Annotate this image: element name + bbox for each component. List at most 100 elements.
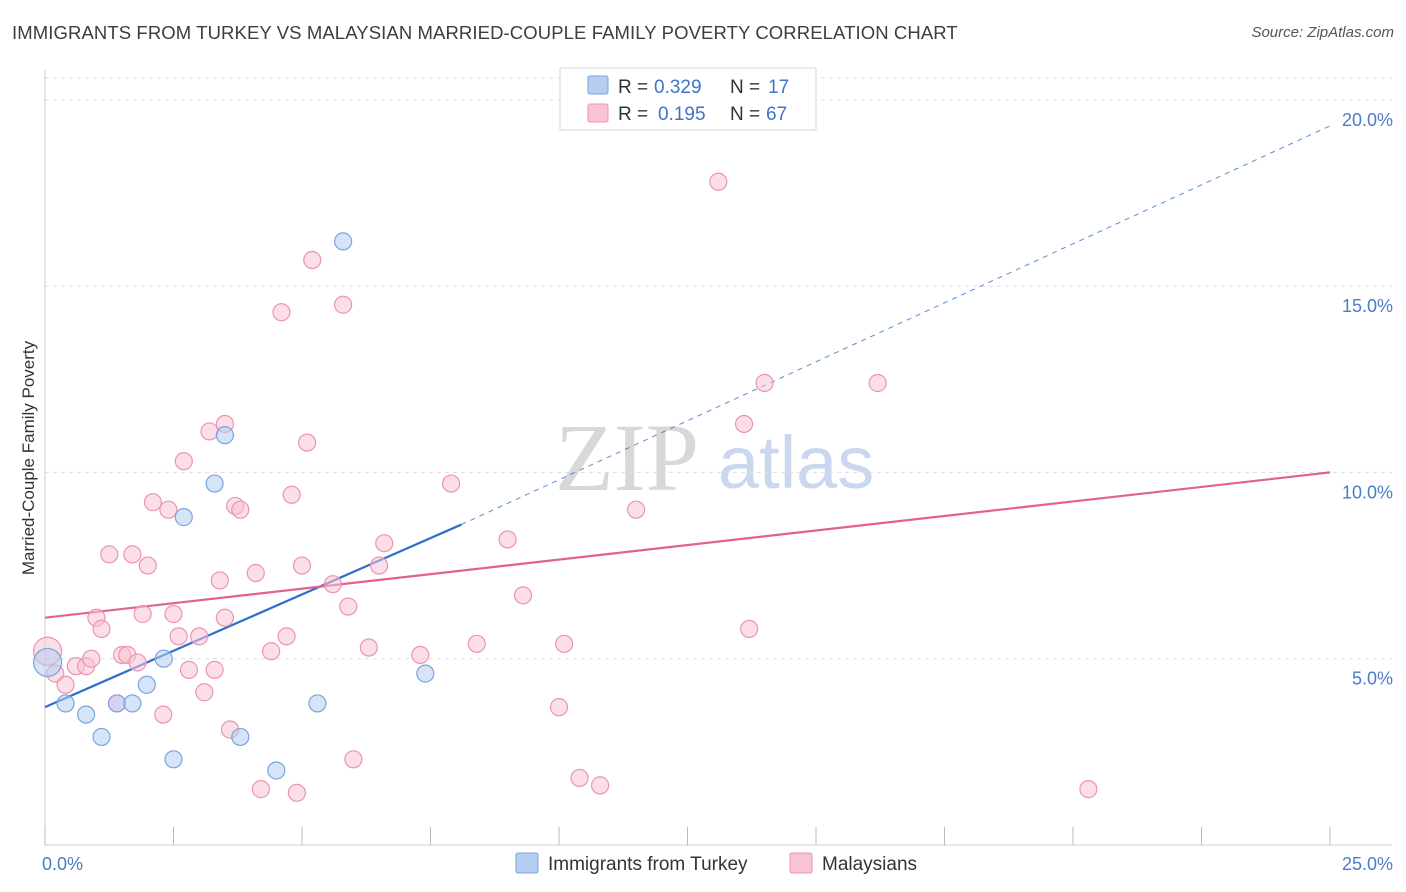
point-malaysians [174,452,193,471]
point-malaysians [272,303,291,322]
y-tick-label: 15.0% [1342,296,1393,316]
legend-n-value-pink: 67 [766,104,787,125]
point-malaysians [210,571,229,590]
legend-r-label-blue: R = [618,77,648,98]
point-malaysians [169,627,188,646]
y-axis-title: Married-Couple Family Poverty [19,340,38,575]
point-malaysians [82,649,101,668]
trend-lines [44,125,1331,709]
point-malaysians [262,642,281,661]
point-turkey [334,232,353,251]
point-malaysians [292,556,312,575]
point-malaysians [467,634,486,653]
point-turkey [92,727,111,747]
point-malaysians [231,500,250,519]
point-turkey [308,694,327,713]
series-legend: Immigrants from Turkey Malaysians [515,852,917,875]
data-points [32,172,1098,802]
point-turkey [205,474,224,493]
correlation-legend: R = 0.329 N = 17 R = 0.195 N = 67 [559,67,817,131]
y-tick-label: 10.0% [1342,482,1393,502]
point-malaysians [56,675,75,694]
legend-n-label-blue: N = [730,77,760,98]
point-malaysians [100,545,119,564]
point-malaysians [375,534,394,553]
point-malaysians [498,530,517,549]
point-malaysians [251,780,270,799]
legend-swatch-blue [587,75,609,95]
point-malaysians [323,575,342,594]
point-malaysians [195,683,214,702]
watermark-zip: ZIP [555,404,699,511]
chart-title: IMMIGRANTS FROM TURKEY VS MALAYSIAN MARR… [12,22,958,43]
point-turkey [56,694,75,713]
point-malaysians [555,634,574,653]
point-malaysians [277,627,296,646]
point-malaysians [123,545,142,564]
legend-r-label-pink: R = [618,104,648,125]
point-malaysians [205,660,224,679]
point-malaysians [740,619,759,638]
point-turkey [174,508,193,527]
y-tick-label: 20.0% [1342,110,1393,130]
axes: 5.0% 10.0% 15.0% 20.0% 0.0% 25.0% [42,70,1393,874]
legend-r-value-blue: 0.329 [654,77,702,98]
point-malaysians [92,619,111,638]
point-malaysians [246,563,265,583]
trend-line-turkey [44,523,462,709]
point-malaysians [215,608,234,627]
point-turkey [107,694,127,713]
source-label: Source: ZipAtlas.com [1251,24,1394,41]
point-turkey [215,426,234,445]
point-malaysians [626,500,646,519]
point-malaysians [1079,780,1098,799]
point-turkey [267,761,286,780]
x-tick-label: 25.0% [1342,854,1393,874]
trend-line-malaysians [44,471,1331,619]
point-malaysians [282,485,301,504]
point-malaysians [868,373,887,393]
point-turkey [231,727,250,747]
y-tick-label: 5.0% [1352,669,1393,689]
point-malaysians [441,474,461,493]
legend-r-value-pink: 0.195 [658,104,706,125]
point-malaysians [164,604,183,624]
point-malaysians [411,645,430,665]
point-malaysians [298,433,317,452]
point-turkey [32,647,63,678]
legend-n-value-blue: 17 [768,77,789,98]
watermark-atlas: atlas [718,421,874,504]
point-malaysians [734,414,754,434]
point-malaysians [570,768,589,788]
legend-swatch-pink [587,103,609,123]
point-turkey [416,664,435,683]
series-label-malaysians: Malaysians [822,854,917,875]
point-turkey [137,675,156,694]
legend-n-label-pink: N = [730,104,760,125]
series-swatch-turkey [515,852,539,874]
point-malaysians [549,698,569,717]
point-turkey [164,750,183,769]
point-malaysians [755,373,774,393]
point-malaysians [591,776,610,795]
point-turkey [77,705,96,724]
series-label-turkey: Immigrants from Turkey [548,854,748,875]
point-malaysians [179,660,199,679]
point-malaysians [190,627,209,646]
point-malaysians [344,750,363,769]
series-swatch-malaysians [789,852,813,874]
point-malaysians [143,493,163,512]
point-malaysians [287,783,306,802]
point-malaysians [138,556,157,575]
point-turkey [123,694,142,713]
point-malaysians [709,172,728,191]
point-turkey [154,649,173,668]
point-malaysians [128,653,147,672]
point-malaysians [133,604,152,624]
trend-line-turkey-extension [461,125,1331,526]
point-malaysians [159,500,178,519]
point-malaysians [303,250,322,270]
point-malaysians [359,638,378,657]
x-tick-label: 0.0% [42,854,83,874]
